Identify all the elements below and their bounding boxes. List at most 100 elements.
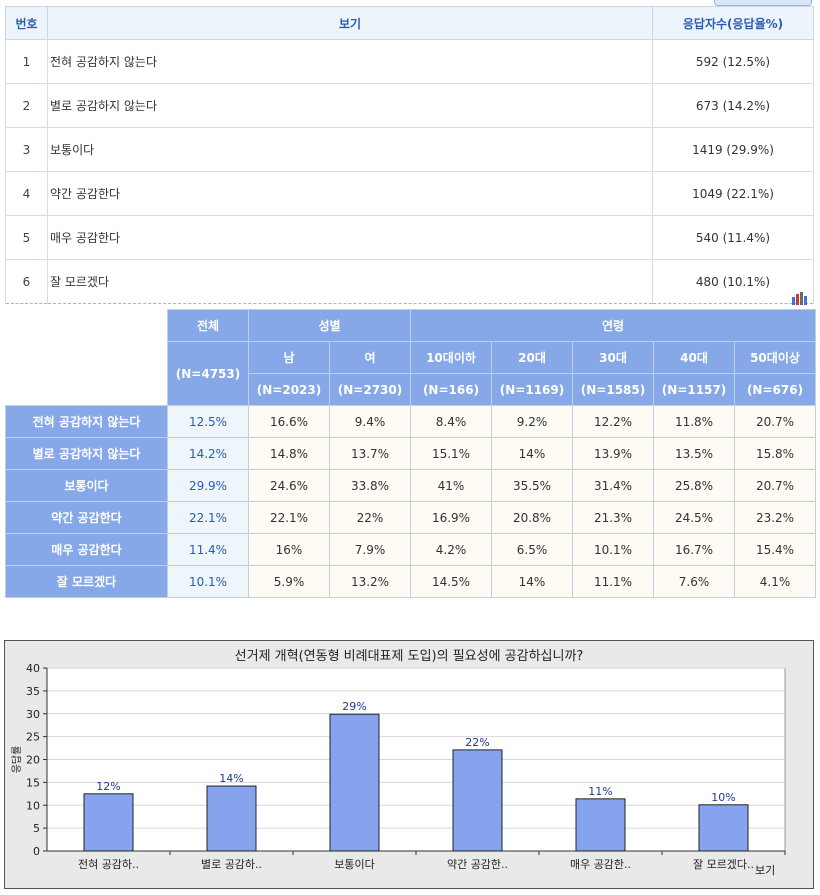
cell: 16% bbox=[248, 533, 330, 566]
y-tick-label: 30 bbox=[26, 708, 40, 721]
cell: 9.2% bbox=[491, 405, 573, 438]
bar-data-label: 11% bbox=[588, 785, 612, 798]
n-age-50: (N=676) bbox=[734, 373, 816, 406]
table-row: 별로 공감하지 않는다 14.2% 14.8% 13.7% 15.1% 14% … bbox=[5, 437, 816, 470]
cell: 14.8% bbox=[248, 437, 330, 470]
cell: 10.1% bbox=[572, 533, 654, 566]
bar-data-label: 29% bbox=[342, 700, 366, 713]
y-tick-label: 5 bbox=[33, 822, 40, 835]
cell: 14% bbox=[491, 565, 573, 598]
x-tick-label: 매우 공감한.. bbox=[570, 858, 631, 871]
table-row: 매우 공감한다 11.4% 16% 7.9% 4.2% 6.5% 10.1% 1… bbox=[5, 533, 816, 566]
row-option: 잘 모르겠다 bbox=[47, 259, 653, 304]
bar-chart: 선거제 개혁(연동형 비례대표제 도입)의 필요성에 공감하십니까? 0 5 10 1… bbox=[4, 640, 814, 889]
cell: 7.6% bbox=[653, 565, 735, 598]
cell: 15.4% bbox=[734, 533, 816, 566]
row-count: 1419 (29.9%) bbox=[652, 127, 814, 172]
row-count: 673 (14.2%) bbox=[652, 83, 814, 128]
table-row: 보통이다 29.9% 24.6% 33.8% 41% 35.5% 31.4% 2… bbox=[5, 469, 816, 502]
bar bbox=[329, 713, 380, 852]
y-tick-label: 25 bbox=[26, 731, 40, 744]
row-option: 보통이다 bbox=[47, 127, 653, 172]
cell: 4.1% bbox=[734, 565, 816, 598]
row-count: 1049 (22.1%) bbox=[652, 171, 814, 216]
row-label: 약간 공감한다 bbox=[5, 501, 168, 534]
header-total: 전체 bbox=[167, 309, 249, 342]
cell: 24.5% bbox=[653, 501, 735, 534]
cell: 16.9% bbox=[410, 501, 492, 534]
bar-chart-icon[interactable] bbox=[791, 291, 809, 305]
x-tick-label: 별로 공감하.. bbox=[201, 857, 262, 871]
cell: 14.5% bbox=[410, 565, 492, 598]
subheader-female: 여 bbox=[329, 341, 411, 374]
cell: 12.2% bbox=[572, 405, 654, 438]
header-no: 번호 bbox=[5, 6, 48, 40]
cell: 25.8% bbox=[653, 469, 735, 502]
cell: 23.2% bbox=[734, 501, 816, 534]
table-row: 2 별로 공감하지 않는다 673 (14.2%) bbox=[5, 83, 814, 128]
x-tick-label: 잘 모르겠다.. bbox=[693, 858, 754, 871]
table-row: 약간 공감한다 22.1% 22.1% 22% 16.9% 20.8% 21.3… bbox=[5, 501, 816, 534]
bar bbox=[83, 793, 134, 852]
table-row: 잘 모르겠다 10.1% 5.9% 13.2% 14.5% 14% 11.1% … bbox=[5, 565, 816, 598]
row-number: 1 bbox=[5, 39, 48, 84]
cell: 13.9% bbox=[572, 437, 654, 470]
row-total: 10.1% bbox=[167, 565, 249, 598]
subheader-age-30: 30대 bbox=[572, 341, 654, 374]
y-tick-label: 35 bbox=[26, 685, 40, 698]
row-total: 11.4% bbox=[167, 533, 249, 566]
row-number: 6 bbox=[5, 259, 48, 304]
cell: 15.8% bbox=[734, 437, 816, 470]
bar bbox=[698, 804, 749, 852]
subheader-age-20: 20대 bbox=[491, 341, 573, 374]
cell: 35.5% bbox=[491, 469, 573, 502]
cell: 5.9% bbox=[248, 565, 330, 598]
table-row: 3 보통이다 1419 (29.9%) bbox=[5, 127, 814, 172]
row-total: 12.5% bbox=[167, 405, 249, 438]
cell: 41% bbox=[410, 469, 492, 502]
subheader-age-10: 10대이하 bbox=[410, 341, 492, 374]
header-option: 보기 bbox=[47, 6, 653, 40]
response-summary-table: 번호 보기 응답자수(응답율%) 1 전혀 공감하지 않는다 592 (12.5… bbox=[5, 6, 814, 304]
y-tick-label: 40 bbox=[26, 662, 40, 675]
row-number: 5 bbox=[5, 215, 48, 260]
y-tick-label: 0 bbox=[33, 845, 40, 858]
x-axis-label: 보기 bbox=[755, 864, 775, 877]
row-label: 전혀 공감하지 않는다 bbox=[5, 405, 168, 438]
cell: 22.1% bbox=[248, 501, 330, 534]
header-count: 응답자수(응답율%) bbox=[652, 6, 814, 40]
cell: 13.5% bbox=[653, 437, 735, 470]
cell: 16.6% bbox=[248, 405, 330, 438]
header-age: 연령 bbox=[410, 309, 816, 342]
y-tick-label: 15 bbox=[26, 776, 40, 789]
row-label: 잘 모르겠다 bbox=[5, 565, 168, 598]
cell: 11.1% bbox=[572, 565, 654, 598]
row-count: 540 (11.4%) bbox=[652, 215, 814, 260]
chart-canvas: 0 5 10 15 20 25 30 35 40 12% 전혀 공감하.. 14% 별로 공감하.. 29… bbox=[11, 662, 786, 877]
row-count: 480 (10.1%) bbox=[652, 259, 814, 304]
cell: 33.8% bbox=[329, 469, 411, 502]
x-tick-label: 약간 공감한.. bbox=[447, 857, 508, 871]
subheader-age-50: 50대이상 bbox=[734, 341, 816, 374]
y-axis-label: 응답률 bbox=[11, 746, 23, 774]
row-option: 전혀 공감하지 않는다 bbox=[47, 39, 653, 84]
row-label: 매우 공감한다 bbox=[5, 533, 168, 566]
top-corner-button[interactable] bbox=[714, 0, 812, 6]
row-number: 2 bbox=[5, 83, 48, 128]
crosstab-table: 전체 성별 연령 (N=4753) 남 여 10대이하 20대 30대 40대 … bbox=[5, 309, 816, 598]
table-row: 1 전혀 공감하지 않는다 592 (12.5%) bbox=[5, 39, 814, 84]
row-total: 29.9% bbox=[167, 469, 249, 502]
y-tick-label: 10 bbox=[26, 799, 40, 812]
table-row: 5 매우 공감한다 540 (11.4%) bbox=[5, 215, 814, 260]
cell: 24.6% bbox=[248, 469, 330, 502]
y-tick-label: 20 bbox=[26, 754, 40, 767]
cell: 8.4% bbox=[410, 405, 492, 438]
bar-data-label: 22% bbox=[465, 736, 489, 749]
x-tick-label: 전혀 공감하.. bbox=[78, 857, 139, 871]
cell: 11.8% bbox=[653, 405, 735, 438]
row-option: 별로 공감하지 않는다 bbox=[47, 83, 653, 128]
corner-blank bbox=[5, 309, 168, 406]
n-male: (N=2023) bbox=[248, 373, 330, 406]
cell: 4.2% bbox=[410, 533, 492, 566]
row-option: 약간 공감한다 bbox=[47, 171, 653, 216]
